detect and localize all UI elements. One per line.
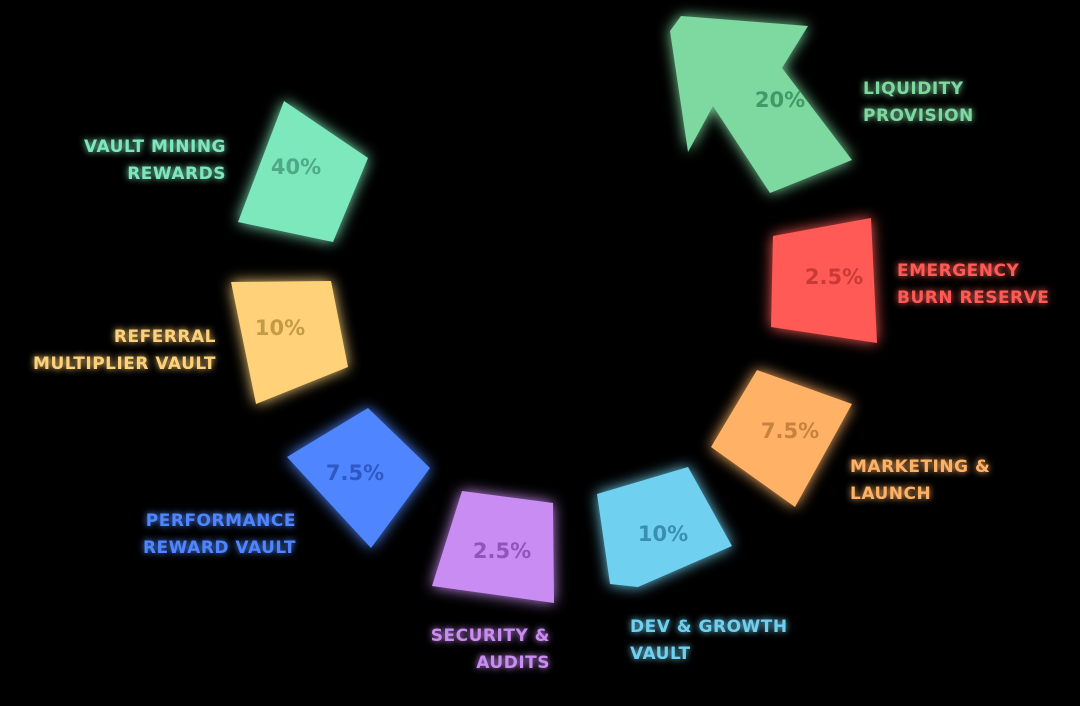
segment-dev-growth-vault (597, 467, 732, 587)
segment-label-liquidity-provision-line-2: PROVISION (863, 106, 974, 126)
segment-label-vault-mining-rewards-line-2: REWARDS (127, 164, 226, 184)
segment-label-performance-reward-vault-line-2: REWARD VAULT (143, 538, 296, 558)
segment-label-vault-mining-rewards-line-1: VAULT MINING (84, 137, 226, 157)
segment-performance-reward-vault (287, 408, 430, 548)
segment-value-marketing-launch: 7.5% (761, 419, 819, 443)
segment-label-emergency-burn-reserve-line-1: EMERGENCY (897, 261, 1020, 281)
segment-value-emergency-burn-reserve: 2.5% (805, 265, 863, 289)
segment-label-security-audits-line-1: SECURITY & (431, 626, 550, 646)
segment-value-vault-mining-rewards: 40% (271, 155, 321, 179)
segment-value-performance-reward-vault: 7.5% (326, 461, 384, 485)
segment-label-marketing-launch-line-2: LAUNCH (850, 484, 931, 504)
segment-value-liquidity-provision: 20% (755, 88, 805, 112)
segment-label-dev-growth-vault-line-1: DEV & GROWTH (630, 617, 788, 637)
segment-label-security-audits-line-2: AUDITS (476, 653, 550, 673)
segment-label-emergency-burn-reserve-line-2: BURN RESERVE (897, 288, 1049, 308)
segment-vault-mining-rewards (238, 101, 368, 242)
segment-value-referral-multiplier-vault: 10% (255, 316, 305, 340)
segment-label-referral-multiplier-vault-line-1: REFERRAL (114, 327, 216, 347)
segment-label-liquidity-provision-line-1: LIQUIDITY (863, 79, 964, 99)
segment-security-audits (432, 491, 554, 603)
segment-marketing-launch (711, 370, 852, 507)
segment-label-dev-growth-vault-line-2: VAULT (630, 644, 691, 664)
segment-value-security-audits: 2.5% (473, 539, 531, 563)
segment-value-dev-growth-vault: 10% (638, 522, 688, 546)
segment-referral-multiplier-vault (231, 281, 348, 404)
segment-liquidity-provision (670, 16, 852, 193)
segment-emergency-burn-reserve (771, 218, 877, 343)
segment-label-performance-reward-vault-line-1: PERFORMANCE (146, 511, 296, 531)
segment-label-marketing-launch-line-1: MARKETING & (850, 457, 990, 477)
segment-label-referral-multiplier-vault-line-2: MULTIPLIER VAULT (33, 354, 216, 374)
